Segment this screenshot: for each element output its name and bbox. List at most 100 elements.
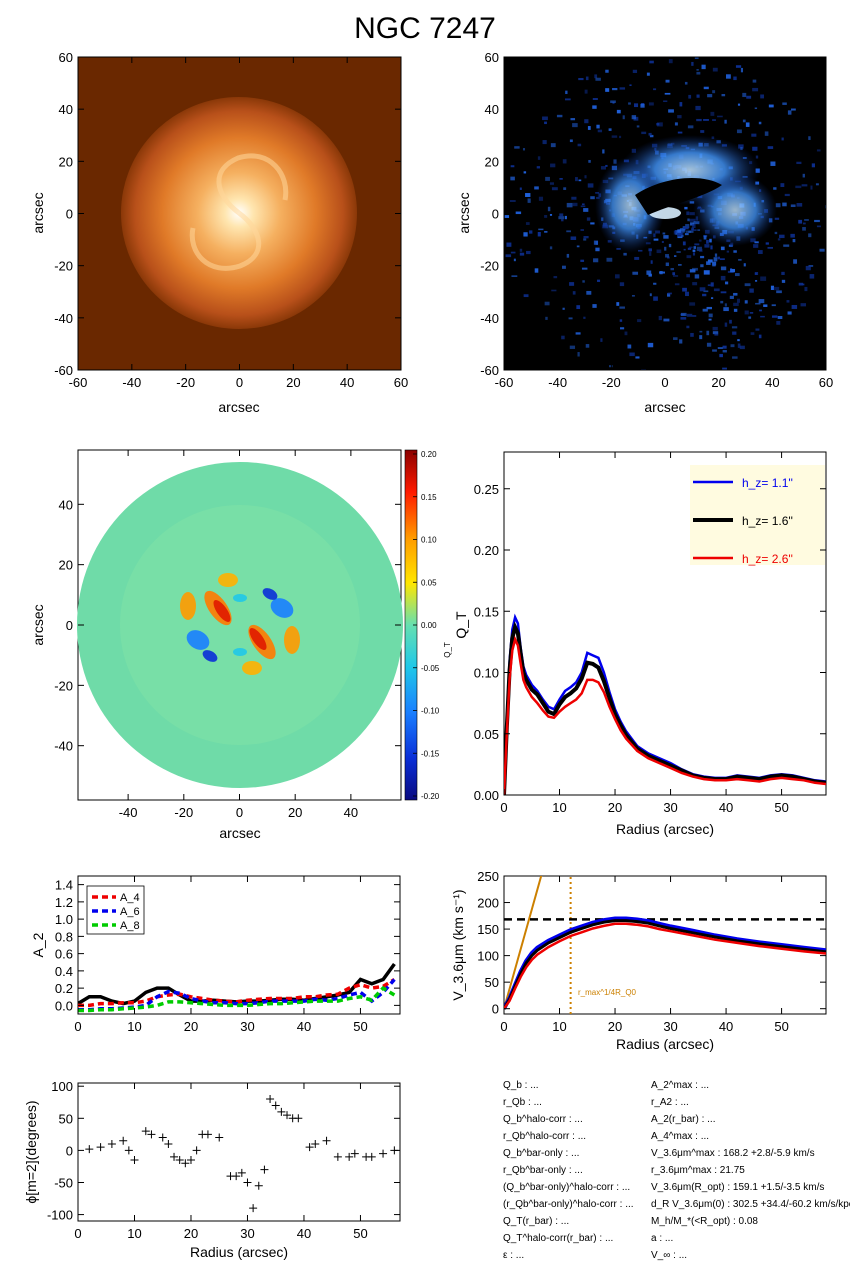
- y-tick-label: -60: [480, 363, 499, 378]
- noise-speck: [602, 149, 605, 154]
- noise-speck: [529, 230, 533, 234]
- noise-speck: [739, 345, 745, 350]
- x-tick-label: 20: [184, 1019, 198, 1034]
- noise-speck: [696, 118, 702, 122]
- noise-speck: [568, 317, 573, 320]
- noise-speck: [581, 203, 585, 206]
- noise-speck: [684, 233, 689, 236]
- noise-speck: [724, 303, 727, 307]
- residual-image-ticks: -60 -40 -20 0 20 40 60 -60 -40 -20 0 20 40 60: [480, 50, 833, 390]
- noise-speck: [583, 238, 587, 241]
- noise-speck: [593, 258, 599, 263]
- noise-speck: [653, 296, 658, 301]
- legend-label: h_z= 1.6'': [742, 514, 793, 528]
- x-tick-label: 0: [661, 375, 668, 390]
- x-tick-label: 20: [286, 375, 300, 390]
- noise-speck: [646, 72, 650, 76]
- noise-speck: [596, 124, 600, 129]
- x-tick-label: 20: [184, 1226, 198, 1241]
- y-tick-label: 20: [485, 154, 499, 169]
- noise-speck: [545, 176, 550, 181]
- parameter-row: A_4^max : ...: [651, 1131, 710, 1142]
- noise-speck: [755, 155, 759, 159]
- noise-speck: [564, 215, 567, 220]
- noise-speck: [760, 276, 767, 281]
- x-tick-label: -20: [176, 375, 195, 390]
- noise-speck: [686, 211, 690, 216]
- noise-speck: [796, 161, 802, 165]
- noise-speck: [575, 332, 581, 335]
- noise-speck: [690, 332, 694, 337]
- noise-speck: [800, 303, 807, 307]
- noise-speck: [551, 187, 558, 191]
- noise-speck: [752, 146, 758, 151]
- colorbar-tick-label: -0.10: [421, 707, 440, 716]
- noise-speck: [562, 265, 566, 269]
- noise-speck: [592, 98, 598, 100]
- noise-speck: [544, 230, 548, 233]
- colorbar-tick-label: -0.05: [421, 664, 440, 673]
- noise-speck: [774, 231, 778, 235]
- noise-speck: [782, 102, 787, 105]
- noise-speck: [768, 104, 774, 108]
- phase-point: [294, 1114, 303, 1123]
- noise-speck: [737, 339, 740, 342]
- noise-speck: [765, 242, 769, 245]
- y-tick-label: 1.2: [55, 895, 73, 910]
- y-tick-label: 40: [485, 102, 499, 117]
- noise-speck: [733, 308, 738, 312]
- noise-speck: [694, 274, 700, 279]
- y-tick-label: 0.4: [55, 964, 73, 979]
- noise-speck: [558, 216, 565, 220]
- noise-speck: [562, 307, 565, 310]
- noise-speck: [580, 205, 586, 208]
- noise-speck: [586, 290, 592, 295]
- force-ratio-lobe: [284, 626, 300, 654]
- noise-speck: [774, 217, 780, 220]
- x-tick-label: -20: [174, 805, 193, 820]
- y-tick-label: 1.4: [55, 878, 73, 893]
- noise-speck: [659, 270, 663, 275]
- noise-speck: [584, 119, 589, 124]
- noise-speck: [624, 55, 628, 57]
- x-tick-label: 40: [297, 1226, 311, 1241]
- noise-speck: [566, 253, 570, 258]
- phase-point: [350, 1149, 359, 1158]
- noise-speck: [685, 230, 692, 233]
- noise-speck: [771, 304, 776, 307]
- noise-speck: [746, 95, 752, 99]
- noise-speck: [525, 222, 530, 225]
- parameter-row: V_3.6μm(R_opt) : 159.1 +1.5/-3.5 km/s: [651, 1182, 825, 1193]
- noise-speck: [717, 256, 720, 260]
- noise-speck: [672, 274, 679, 277]
- force-ratio-lobe: [270, 598, 294, 618]
- noise-speck: [779, 234, 785, 239]
- noise-speck: [686, 255, 692, 259]
- x-tick-label: 20: [608, 800, 622, 815]
- noise-speck: [773, 286, 780, 291]
- noise-speck: [700, 130, 705, 133]
- noise-speck: [689, 212, 695, 216]
- noise-speck: [549, 182, 555, 185]
- noise-speck: [506, 242, 512, 247]
- noise-speck: [754, 241, 759, 244]
- y-tick-label: 20: [59, 154, 73, 169]
- noise-speck: [757, 250, 763, 254]
- y-tick-label: 0.00: [474, 788, 499, 803]
- noise-speck: [781, 279, 786, 283]
- noise-speck: [584, 89, 588, 94]
- noise-speck: [720, 300, 724, 304]
- noise-speck: [542, 140, 547, 145]
- noise-speck: [648, 273, 652, 277]
- parameter-row: Q_b : ...: [503, 1080, 539, 1091]
- legend-label: h_z= 1.1'': [742, 476, 793, 490]
- force-ratio-lobe: [249, 627, 267, 651]
- noise-speck: [754, 107, 758, 110]
- force-ratio-lobe: [242, 661, 262, 675]
- force-ratio-lobe: [186, 630, 210, 650]
- noise-speck: [653, 282, 657, 285]
- noise-speck: [795, 185, 802, 189]
- noise-speck: [680, 317, 687, 320]
- noise-speck: [619, 87, 626, 90]
- noise-speck: [723, 307, 729, 312]
